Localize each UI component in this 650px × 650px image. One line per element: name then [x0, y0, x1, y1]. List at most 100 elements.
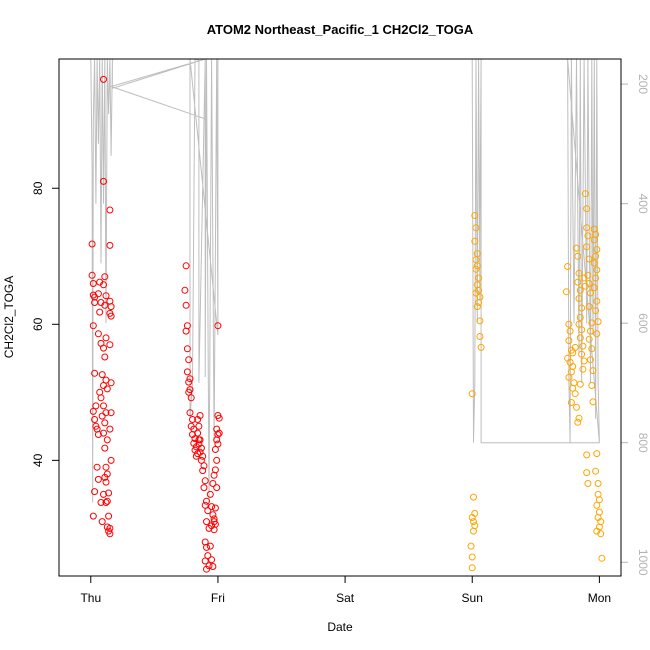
- data-point-red-32: [97, 499, 105, 506]
- data-point-red-67: [107, 379, 115, 387]
- y2-tick-label: 600: [636, 313, 650, 333]
- data-point-red-22: [94, 330, 102, 338]
- data-point-red-14: [91, 488, 99, 496]
- data-point-orange-55: [575, 320, 583, 328]
- data-point-red-143: [215, 429, 223, 437]
- data-point-red-53: [105, 489, 113, 497]
- data-point-red-85: [186, 409, 194, 417]
- data-point-red-52: [102, 478, 110, 486]
- data-point-red-6: [89, 322, 97, 330]
- data-point-red-83: [185, 388, 193, 396]
- data-point-orange-70: [585, 255, 593, 263]
- data-point-orange-54: [576, 314, 584, 321]
- data-point-red-135: [213, 456, 221, 464]
- y2-tick-label: 1000: [636, 549, 650, 576]
- data-point-orange-77: [585, 335, 593, 343]
- data-point-orange-93: [592, 307, 600, 315]
- data-point-orange-51: [576, 286, 584, 294]
- data-point-red-36: [101, 273, 109, 281]
- x-axis-label: Date: [327, 620, 353, 634]
- data-point-orange-71: [584, 271, 592, 279]
- data-point-orange-104: [593, 501, 601, 509]
- data-point-red-146: [211, 504, 219, 512]
- data-point-orange-59: [578, 350, 586, 358]
- data-point-red-15: [89, 512, 97, 520]
- data-point-orange-87: [592, 252, 600, 260]
- data-point-orange-19: [470, 518, 477, 526]
- data-point-orange-61: [579, 365, 587, 373]
- data-point-red-51: [101, 473, 109, 481]
- data-point-red-1: [88, 271, 96, 279]
- data-point-orange-7: [472, 265, 480, 273]
- data-point-orange-11: [472, 289, 480, 297]
- data-point-red-112: [201, 501, 209, 509]
- y-tick-label: 60: [31, 317, 45, 331]
- data-point-orange-111: [598, 554, 606, 562]
- data-point-orange-44: [574, 418, 582, 426]
- data-point-red-132: [209, 480, 217, 487]
- data-point-orange-8: [475, 274, 483, 282]
- data-point-orange-24: [468, 564, 476, 572]
- data-point-orange-98: [584, 480, 592, 487]
- data-point-orange-96: [583, 451, 591, 459]
- data-point-red-107: [196, 412, 204, 419]
- data-point-orange-74: [585, 303, 593, 311]
- data-point-red-86: [189, 416, 196, 423]
- data-point-orange-53: [578, 304, 586, 312]
- data-point-red-45: [103, 385, 111, 393]
- data-point-red-90: [191, 435, 199, 443]
- data-point-orange-6: [473, 262, 481, 270]
- y-tick-label: 40: [31, 453, 45, 467]
- data-point-orange-27: [564, 263, 572, 270]
- data-point-red-54: [103, 497, 111, 505]
- data-point-red-28: [98, 412, 106, 420]
- data-point-red-144: [214, 322, 222, 330]
- data-point-orange-62: [576, 380, 584, 388]
- data-point-orange-68: [584, 232, 592, 240]
- data-point-orange-72: [585, 280, 593, 287]
- data-point-red-76: [182, 327, 190, 335]
- data-point-orange-56: [578, 326, 586, 334]
- data-point-red-16: [93, 463, 101, 471]
- data-point-red-49: [102, 463, 110, 471]
- data-point-red-55: [102, 499, 110, 506]
- data-point-red-46: [102, 409, 110, 417]
- data-point-red-8: [92, 402, 100, 410]
- data-point-red-34: [100, 75, 107, 83]
- data-point-red-48: [103, 436, 111, 444]
- data-point-orange-45: [569, 349, 577, 357]
- data-point-red-60: [106, 206, 114, 214]
- data-point-red-121: [203, 565, 210, 573]
- data-point-orange-46: [571, 343, 579, 351]
- data-point-red-66: [106, 341, 114, 349]
- data-point-orange-49: [575, 269, 583, 277]
- data-point-orange-28: [562, 288, 570, 296]
- data-point-orange-47: [573, 244, 580, 252]
- data-point-red-2: [89, 280, 97, 287]
- x-tick-label: Mon: [588, 591, 611, 605]
- y2-tick-label: 200: [636, 74, 650, 94]
- data-point-red-24: [98, 371, 106, 379]
- data-point-red-102: [199, 452, 207, 460]
- data-point-red-136: [211, 446, 219, 453]
- data-point-red-63: [107, 303, 115, 311]
- data-point-orange-75: [588, 319, 596, 327]
- data-point-red-56: [105, 512, 113, 520]
- data-point-red-79: [183, 368, 191, 376]
- data-point-red-35: [100, 177, 107, 185]
- data-point-red-44: [100, 382, 107, 389]
- data-point-red-110: [200, 484, 208, 492]
- data-point-orange-39: [569, 384, 577, 392]
- data-point-red-84: [187, 394, 195, 402]
- pressure-line-layer: [90, 58, 600, 503]
- plot-frame: [58, 58, 622, 577]
- axes-layer: Thu Fri Sat Sun Mon 40 60 80 200 400 600 800 1000: [31, 74, 650, 605]
- data-point-red-80: [186, 375, 194, 383]
- data-point-orange-31: [565, 337, 573, 345]
- data-point-orange-79: [587, 356, 594, 364]
- data-point-red-72: [182, 262, 190, 270]
- data-point-red-117: [203, 543, 210, 551]
- data-point-red-21: [96, 308, 104, 316]
- data-point-orange-69: [583, 243, 591, 251]
- data-point-orange-88: [590, 259, 598, 267]
